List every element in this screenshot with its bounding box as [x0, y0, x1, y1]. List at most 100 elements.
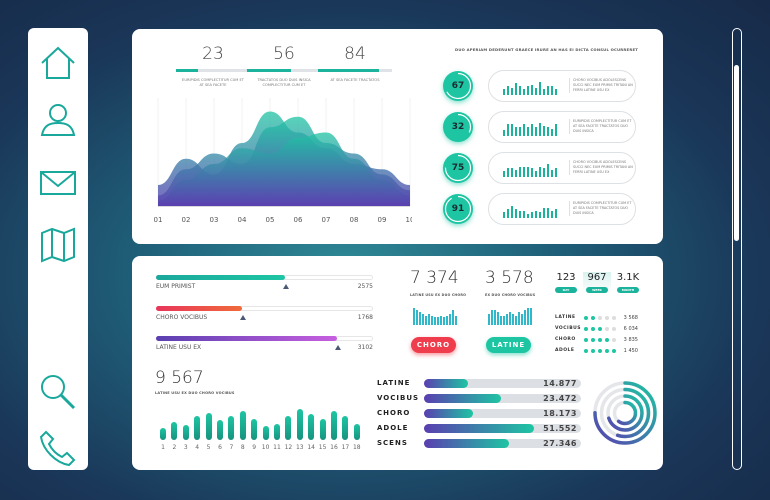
kpi-button-latine[interactable]: LATINE: [486, 337, 531, 353]
column-total: 9 567: [155, 368, 204, 388]
hbar-value: 27.346: [543, 439, 577, 448]
kpi-button-choro[interactable]: CHORO: [411, 337, 456, 353]
mini-bar: [551, 169, 553, 177]
hbar: 18.173: [424, 409, 581, 418]
x-tick-label: 08: [350, 216, 359, 224]
pill-text: EURIPIDIS COMPLECTITUR CUM ET AT SEA FAC…: [569, 119, 633, 134]
scrollbar[interactable]: [732, 28, 742, 470]
mini-bar: [535, 87, 537, 95]
rating-dot: [584, 316, 588, 320]
stat-caption: AT SEA FACETE TRACTATOS: [330, 78, 380, 82]
column-bar: [182, 425, 189, 440]
x-tick-label: 10: [406, 216, 412, 224]
mini-bar: [539, 212, 541, 218]
kpi-mini-bar: [494, 309, 496, 325]
kpi-mini-bar: [449, 313, 451, 325]
kpi-mini-bar: [425, 315, 427, 325]
mini-bar: [515, 127, 517, 136]
scrollbar-thumb[interactable]: [734, 65, 739, 241]
progress-marker-icon[interactable]: [239, 314, 246, 320]
x-tick-label: 05: [266, 216, 275, 224]
search-icon[interactable]: [38, 372, 78, 412]
hbar: 51.552: [424, 424, 581, 433]
stat-value: 56: [273, 44, 295, 64]
period-stat: 3.1K MONTH: [614, 272, 642, 293]
mail-icon[interactable]: [38, 163, 78, 203]
rating-dot: [612, 316, 616, 320]
column-x-label: 9: [252, 444, 257, 451]
column-x-label: 10: [261, 444, 270, 451]
mini-bar: [539, 81, 541, 95]
rating-dot: [612, 349, 616, 353]
info-pill[interactable]: EURIPIDIS COMPLECTITUR CUM ET AT SEA FAC…: [488, 111, 636, 143]
info-pill[interactable]: CHORO VOCIBUS ADOLESCENS SUCCI NEC EUM P…: [488, 70, 636, 102]
column-bar: [228, 416, 235, 440]
info-pill[interactable]: EURIPIDIS COMPLECTITUR CUM ET AT SEA FAC…: [488, 193, 636, 225]
period-button[interactable]: DAY: [555, 287, 577, 293]
map-icon[interactable]: [38, 225, 78, 265]
kpi-mini-bar: [422, 313, 424, 325]
rating-dot: [591, 349, 595, 353]
mini-bar: [507, 168, 509, 177]
progress-marker-icon[interactable]: [283, 284, 290, 289]
home-icon[interactable]: [38, 43, 78, 83]
rating-dot: [612, 338, 616, 342]
user-icon[interactable]: [38, 99, 78, 139]
radial-chart: [593, 381, 657, 445]
ring-gauge: 67: [443, 71, 473, 101]
rating-value: 1 450: [623, 348, 638, 354]
mini-bar: [539, 166, 541, 177]
period-button[interactable]: WEEK: [586, 287, 608, 293]
column-x-label: 2: [172, 444, 177, 451]
column-x-label: 4: [195, 444, 200, 451]
rating-dot: [584, 327, 588, 331]
progress-label: LATINE USU EX: [156, 344, 202, 351]
kpi-mini-bar: [503, 315, 505, 325]
progress-bar: [156, 275, 373, 280]
kpi-mini-bar: [431, 315, 433, 325]
mini-bar: [531, 212, 533, 218]
top-card: [132, 29, 663, 244]
mini-bar: [527, 213, 529, 218]
mini-bar: [527, 86, 529, 95]
column-bar: [239, 410, 246, 440]
ring-value: 91: [451, 204, 465, 214]
hbar: 27.346: [424, 439, 581, 448]
rating-dot: [598, 338, 602, 342]
column-bar: [205, 412, 212, 440]
mini-bar: [515, 83, 517, 95]
mini-bar: [515, 169, 517, 177]
hbar-label: SCENS: [377, 439, 408, 447]
top-stat: 56 TRACTATOS DUO DUIS INSICA COMPLECTITUR…: [239, 44, 329, 88]
mini-bar: [531, 84, 533, 95]
period-button[interactable]: MONTH: [617, 287, 639, 293]
phone-icon[interactable]: [38, 428, 78, 468]
mini-bar: [511, 87, 513, 95]
rating-label: CHORO: [555, 337, 576, 342]
radial-ring: [593, 381, 657, 445]
rating-dot: [605, 349, 609, 353]
column-bar: [262, 426, 269, 440]
column-bar: [160, 427, 166, 440]
kpi-caption: EX DUO CHORO VOCIBUS: [485, 293, 536, 297]
kpi-mini-bar: [527, 307, 529, 325]
area-series: [158, 132, 410, 206]
progress-marker-icon[interactable]: [335, 345, 342, 350]
radial-ring: [599, 387, 651, 439]
column-bar: [217, 419, 223, 440]
info-pill[interactable]: CHORO VOCIBUS ADOLESCENS SUCCI NEC EUM P…: [488, 152, 636, 184]
mini-bar: [507, 209, 509, 218]
column-x-label: 17: [341, 444, 350, 451]
kpi-mini-bar: [518, 311, 520, 325]
mini-bar: [555, 209, 557, 218]
mini-bar: [519, 86, 521, 95]
mini-bar: [551, 86, 553, 95]
column-x-label: 15: [318, 444, 327, 451]
mini-bar: [503, 130, 505, 136]
column-x-label: 13: [295, 444, 304, 451]
progress-bar: [156, 305, 373, 311]
pill-text: CHORO VOCIBUS ADOLESCENS SUCCI NEC EUM P…: [569, 160, 633, 175]
column-bar: [285, 416, 292, 440]
mini-bar: [547, 207, 549, 218]
mini-bar: [503, 89, 505, 95]
